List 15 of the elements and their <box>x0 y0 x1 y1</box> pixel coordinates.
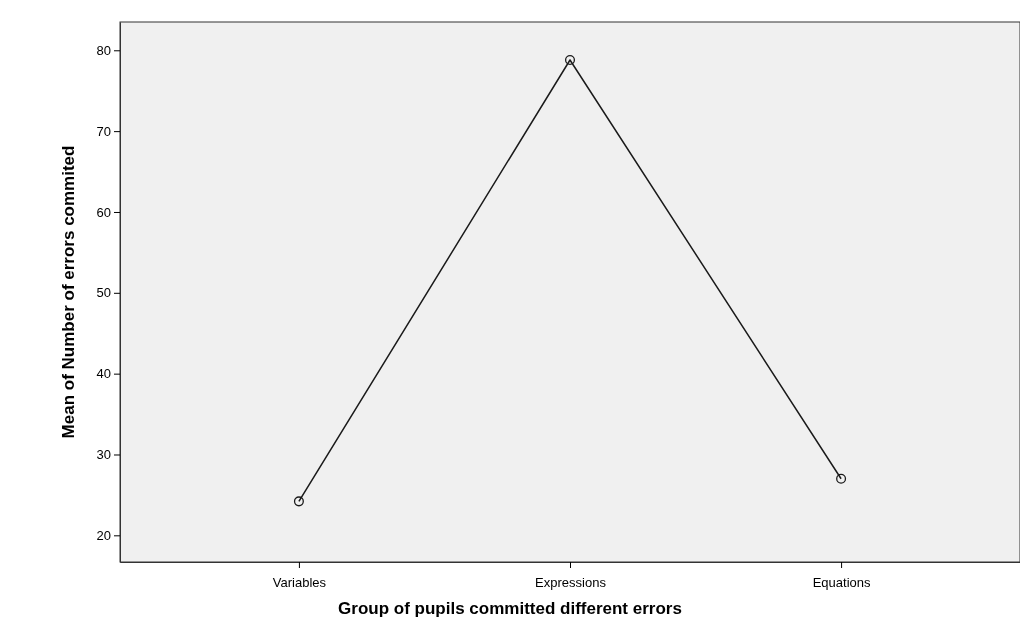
y-tick-label: 60 <box>96 204 111 220</box>
x-tick-label: Expressions <box>535 574 607 590</box>
y-tick-label: 50 <box>96 285 111 301</box>
y-tick-label: 20 <box>96 527 111 543</box>
point <box>836 473 847 484</box>
x-tick-label: Variables <box>272 574 327 590</box>
point <box>293 496 304 507</box>
y-tick-label: 40 <box>96 366 111 382</box>
y-axis-title: Mean of Number of errors commited <box>59 145 78 439</box>
point <box>564 54 576 66</box>
x-axis-title: Group of pupils committed different errors <box>338 599 682 618</box>
y-tick-label: 30 <box>96 447 111 463</box>
x-tick-label: Equations <box>812 574 871 590</box>
y-tick-label: 70 <box>96 123 111 139</box>
y-tick-label: 80 <box>96 42 111 58</box>
